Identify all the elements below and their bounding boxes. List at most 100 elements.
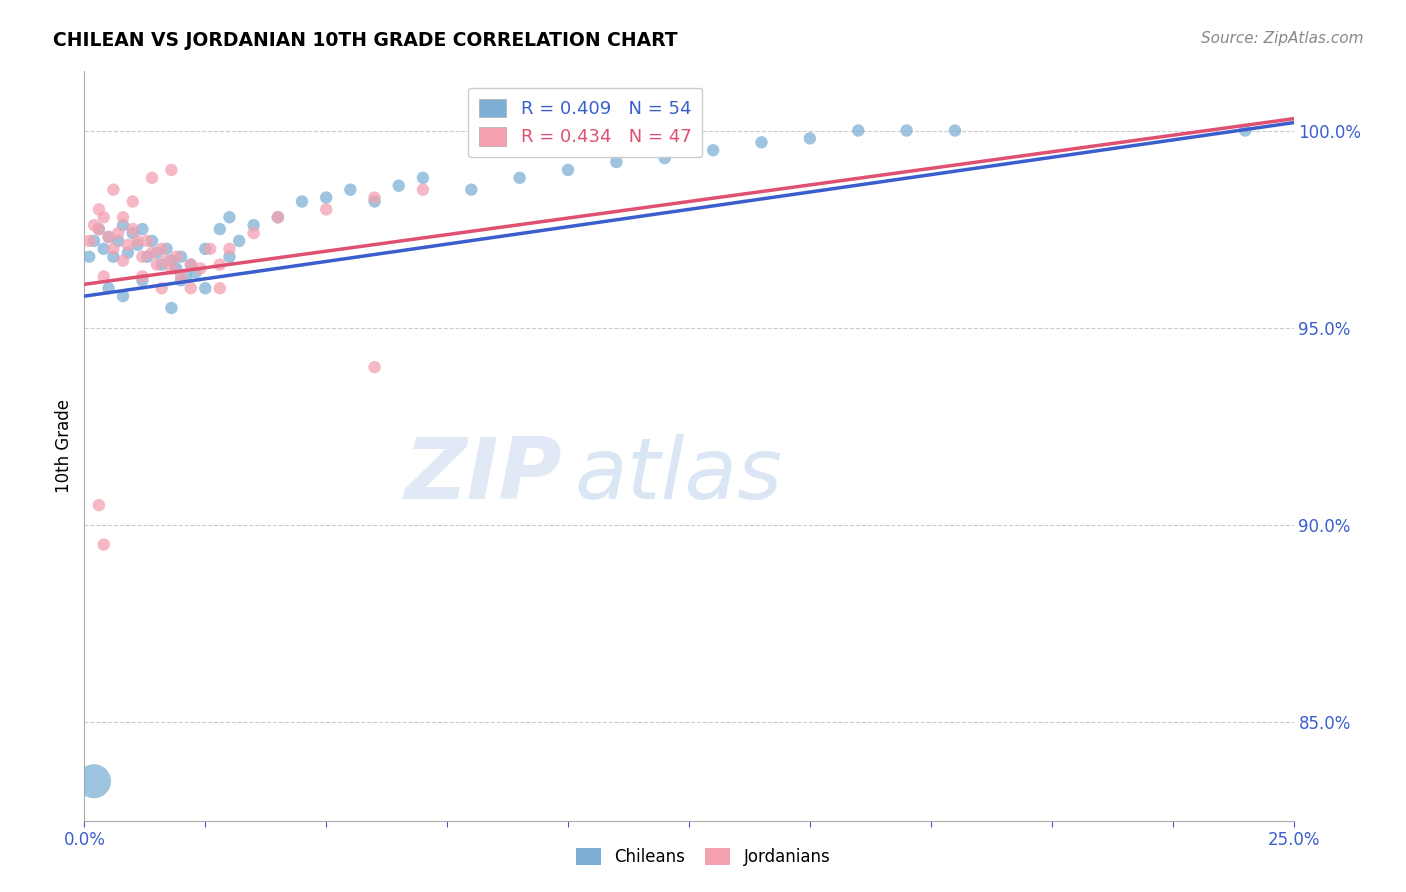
Point <box>141 234 163 248</box>
Point <box>363 190 385 204</box>
Point <box>228 234 250 248</box>
Point <box>77 250 100 264</box>
Point <box>121 222 143 236</box>
Point <box>198 242 221 256</box>
Point <box>131 222 153 236</box>
Point <box>112 211 135 225</box>
Point <box>460 183 482 197</box>
Text: CHILEAN VS JORDANIAN 10TH GRADE CORRELATION CHART: CHILEAN VS JORDANIAN 10TH GRADE CORRELAT… <box>53 31 678 50</box>
Point <box>654 151 676 165</box>
Point <box>87 202 110 217</box>
Point <box>267 211 290 225</box>
Point <box>103 250 125 264</box>
Point <box>103 183 125 197</box>
Point <box>1234 123 1257 137</box>
Point <box>194 242 217 256</box>
Point <box>165 250 187 264</box>
Point <box>146 245 169 260</box>
Point <box>184 265 207 279</box>
Point <box>131 269 153 284</box>
Point <box>93 211 115 225</box>
Point <box>155 242 177 256</box>
Point <box>83 774 105 789</box>
Legend: Chileans, Jordanians: Chileans, Jordanians <box>569 841 837 873</box>
Point <box>267 211 290 225</box>
Point <box>160 163 183 178</box>
Point <box>146 258 169 272</box>
Point <box>180 258 202 272</box>
Point <box>112 253 135 268</box>
Point <box>93 269 115 284</box>
Point <box>160 301 183 315</box>
Point <box>160 253 183 268</box>
Point <box>93 242 115 256</box>
Point <box>150 242 173 256</box>
Point <box>121 226 143 240</box>
Point <box>509 170 531 185</box>
Point <box>218 211 240 225</box>
Point <box>846 123 869 137</box>
Point <box>190 261 212 276</box>
Point <box>339 183 361 197</box>
Text: Source: ZipAtlas.com: Source: ZipAtlas.com <box>1201 31 1364 46</box>
Point <box>194 281 217 295</box>
Point <box>87 222 110 236</box>
Point <box>160 261 183 276</box>
Point <box>208 258 231 272</box>
Point <box>174 269 197 284</box>
Point <box>150 281 173 295</box>
Point <box>605 155 627 169</box>
Point <box>363 194 385 209</box>
Point <box>87 498 110 512</box>
Point <box>103 242 125 256</box>
Point <box>180 281 202 295</box>
Point <box>170 250 193 264</box>
Point <box>702 143 724 157</box>
Point <box>799 131 821 145</box>
Point <box>87 222 110 236</box>
Point <box>242 226 264 240</box>
Y-axis label: 10th Grade: 10th Grade <box>55 399 73 493</box>
Point <box>557 163 579 178</box>
Point <box>388 178 411 193</box>
Point <box>943 123 966 137</box>
Point <box>170 269 193 284</box>
Point <box>141 245 163 260</box>
Text: atlas: atlas <box>574 434 782 517</box>
Point <box>83 218 105 232</box>
Point <box>117 245 139 260</box>
Point <box>93 538 115 552</box>
Point <box>97 281 120 295</box>
Point <box>112 289 135 303</box>
Point <box>83 234 105 248</box>
Point <box>141 170 163 185</box>
Point <box>136 234 159 248</box>
Point <box>155 253 177 268</box>
Point <box>127 234 149 248</box>
Point <box>127 238 149 252</box>
Point <box>412 183 434 197</box>
Legend: R = 0.409   N = 54, R = 0.434   N = 47: R = 0.409 N = 54, R = 0.434 N = 47 <box>468 88 702 157</box>
Point <box>97 230 120 244</box>
Point <box>121 194 143 209</box>
Point <box>412 170 434 185</box>
Point <box>218 242 240 256</box>
Point <box>315 190 337 204</box>
Point <box>315 202 337 217</box>
Point <box>170 273 193 287</box>
Point <box>131 273 153 287</box>
Point <box>165 261 187 276</box>
Point <box>218 250 240 264</box>
Point <box>136 250 159 264</box>
Point <box>117 238 139 252</box>
Point <box>180 258 202 272</box>
Point <box>107 234 129 248</box>
Point <box>131 250 153 264</box>
Point <box>363 360 385 375</box>
Point <box>97 230 120 244</box>
Point <box>107 226 129 240</box>
Point <box>208 281 231 295</box>
Point <box>896 123 918 137</box>
Text: ZIP: ZIP <box>405 434 562 517</box>
Point <box>208 222 231 236</box>
